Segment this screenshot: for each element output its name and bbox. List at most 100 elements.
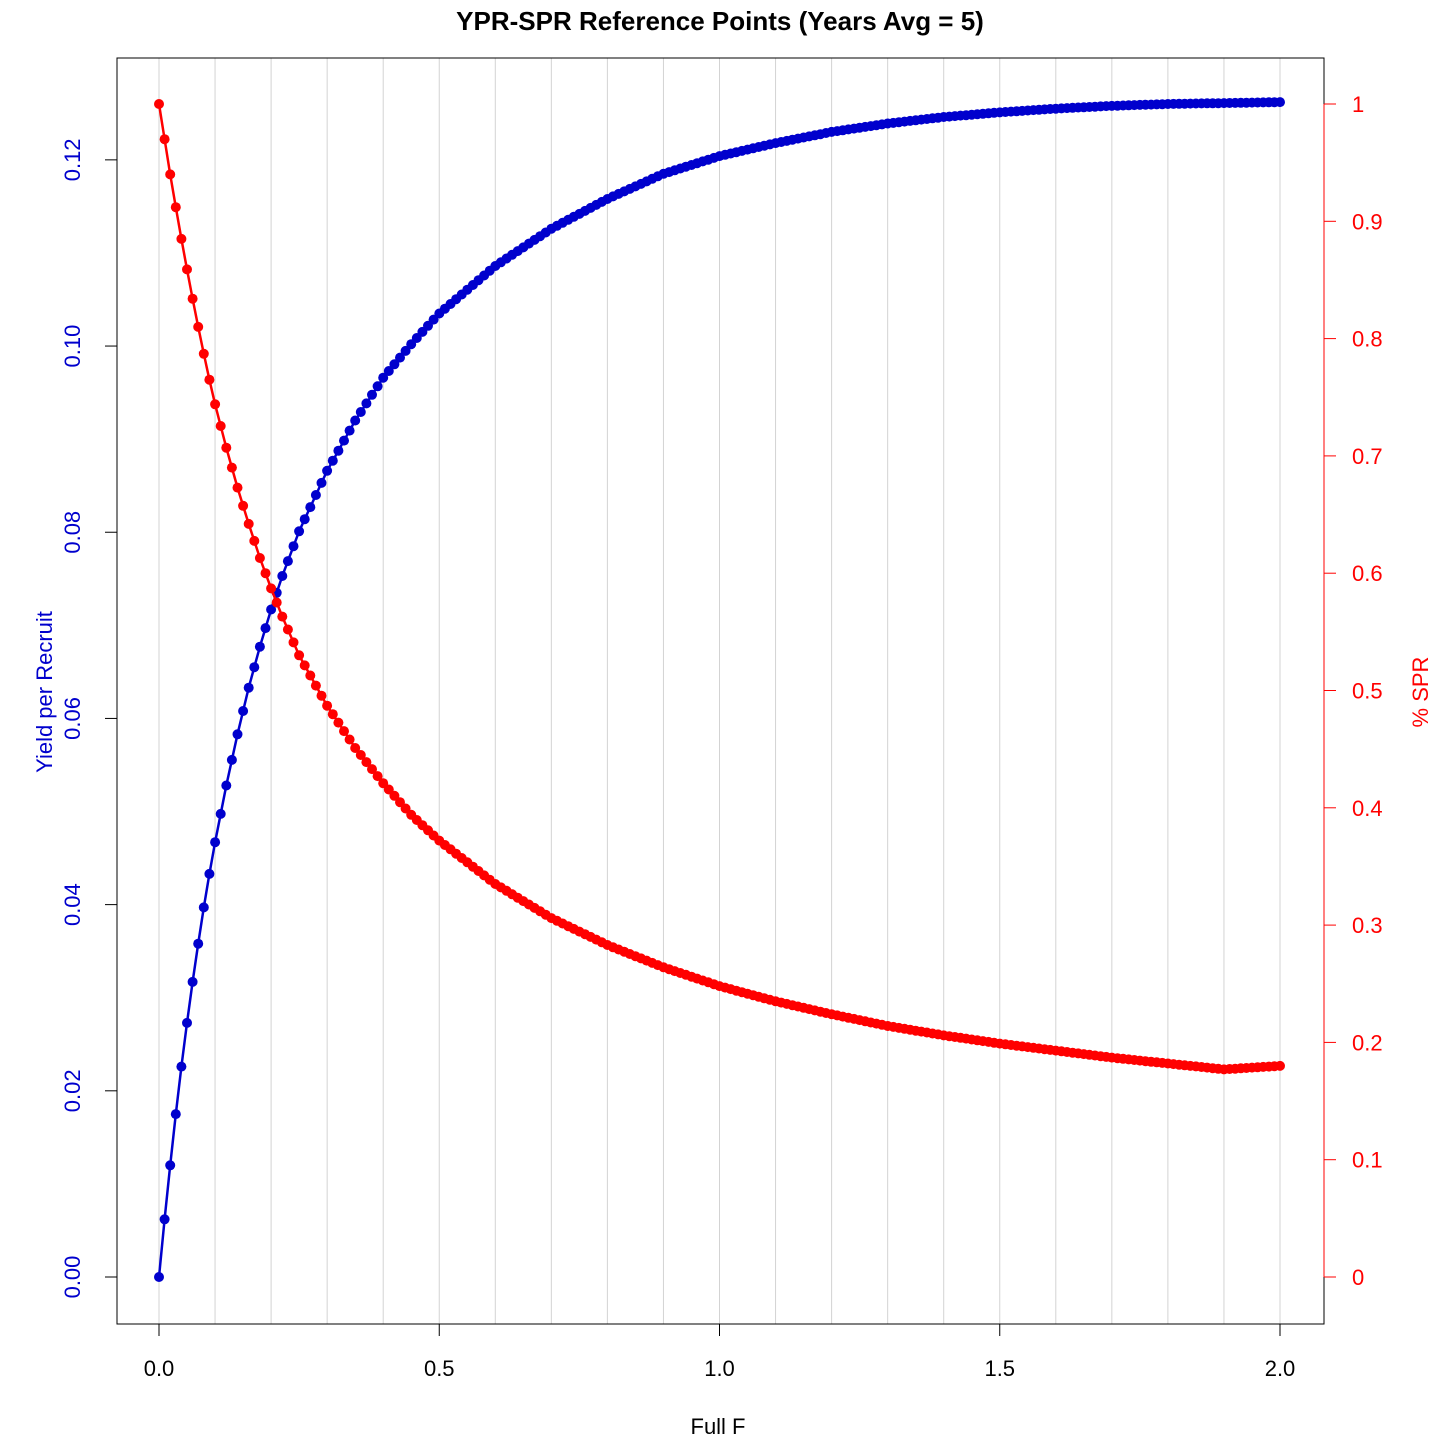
series-point xyxy=(361,398,372,409)
series-point xyxy=(333,717,344,728)
series-point xyxy=(367,389,377,400)
series-point xyxy=(271,597,282,608)
series-point xyxy=(316,477,327,488)
series-point xyxy=(165,1160,176,1171)
x-tick-label: 1.5 xyxy=(984,1356,1015,1381)
x-tick-label: 0.5 xyxy=(424,1356,455,1381)
series-point xyxy=(372,381,383,392)
series-point xyxy=(232,729,243,740)
series-point xyxy=(182,1017,192,1028)
x-axis: 0.0 0.5 1.0 1.5 2.0 xyxy=(144,1324,1296,1381)
x-tick-label: 0.0 xyxy=(144,1356,175,1381)
series-point xyxy=(282,624,293,635)
series-point xyxy=(310,680,321,691)
series-point xyxy=(198,902,209,913)
y-left-tick-label: 0.04 xyxy=(60,883,85,926)
series-point xyxy=(193,321,204,332)
series-point xyxy=(344,425,355,436)
x-tick-label: 2.0 xyxy=(1265,1356,1296,1381)
series-point xyxy=(372,771,383,782)
y-right-tick-label: 0.8 xyxy=(1352,327,1383,352)
series-point xyxy=(305,670,316,681)
series-point xyxy=(210,399,221,410)
y-right-tick-label: 0.3 xyxy=(1352,913,1383,938)
series-point xyxy=(226,462,237,473)
y-left-tick-label: 0.00 xyxy=(60,1256,85,1299)
series-point xyxy=(243,518,254,529)
series-point xyxy=(361,757,372,768)
spr-series xyxy=(154,99,1285,1075)
series-point xyxy=(299,660,310,671)
series-point xyxy=(322,700,333,711)
series-point xyxy=(170,202,181,213)
y-axis-right: 0 0.1 0.2 0.3 0.4 0.5 0.6 0.7 0.8 0.9 1 xyxy=(1323,92,1383,1290)
series-point xyxy=(182,264,192,275)
series-point xyxy=(198,348,209,359)
series-point xyxy=(260,623,271,634)
series-point xyxy=(277,611,288,622)
series-point xyxy=(333,445,344,456)
y-left-tick-label: 0.02 xyxy=(60,1069,85,1112)
x-axis-label: Full F xyxy=(691,1414,746,1439)
series-point xyxy=(226,754,237,765)
series-point xyxy=(249,535,260,546)
y-left-tick-label: 0.12 xyxy=(60,138,85,181)
series-point xyxy=(221,442,232,453)
series-point xyxy=(249,662,260,673)
series-point xyxy=(254,553,265,563)
series-point xyxy=(350,743,361,753)
y-right-tick-label: 0.5 xyxy=(1352,679,1383,704)
series-point xyxy=(210,837,221,848)
y-axis-left-label: Yield per Recruit xyxy=(32,611,57,773)
series-point xyxy=(176,1061,187,1072)
y-right-tick-label: 0.7 xyxy=(1352,444,1383,469)
y-left-tick-label: 0.06 xyxy=(60,697,85,740)
series-point xyxy=(277,571,288,581)
series-point xyxy=(238,706,249,716)
vertical-grid xyxy=(158,58,1281,1324)
y-right-tick-label: 0.1 xyxy=(1352,1148,1383,1173)
series-point xyxy=(299,514,310,525)
series-point xyxy=(187,976,198,987)
y-right-tick-label: 0.2 xyxy=(1352,1030,1383,1055)
series-point xyxy=(154,1272,164,1282)
series-point xyxy=(204,374,215,385)
series-point xyxy=(176,233,187,244)
series-point xyxy=(305,502,316,513)
series-point xyxy=(316,690,327,701)
series-point xyxy=(339,435,349,446)
series-point xyxy=(187,293,198,304)
series-point xyxy=(400,345,411,356)
series-point xyxy=(221,780,232,791)
ypr-series xyxy=(154,97,1285,1282)
series-point xyxy=(339,726,349,737)
series-point xyxy=(389,359,400,370)
series-point xyxy=(238,500,249,511)
y-axis-right-label: % SPR xyxy=(1408,657,1433,728)
series-point xyxy=(310,490,321,500)
series-point xyxy=(294,526,305,537)
y-right-tick-label: 0.4 xyxy=(1352,796,1383,821)
series-point xyxy=(193,938,204,949)
series-point xyxy=(159,134,170,145)
series-point xyxy=(215,421,226,431)
y-right-tick-label: 1 xyxy=(1352,92,1364,117)
series-point xyxy=(327,709,338,720)
series-point xyxy=(254,641,265,652)
series-layer xyxy=(154,97,1285,1282)
series-point xyxy=(367,764,377,775)
series-point xyxy=(350,415,361,426)
series-point xyxy=(344,734,355,745)
series-point xyxy=(266,583,277,594)
series-point xyxy=(395,352,405,363)
y-right-tick-label: 0.6 xyxy=(1352,561,1383,586)
y-right-tick-label: 0.9 xyxy=(1352,209,1383,234)
series-point xyxy=(204,868,215,879)
y-right-tick-label: 0 xyxy=(1352,1265,1364,1290)
y-left-tick-label: 0.10 xyxy=(60,325,85,368)
series-point xyxy=(327,455,338,466)
y-left-tick-label: 0.08 xyxy=(60,511,85,554)
series-point xyxy=(355,750,366,760)
series-point xyxy=(170,1109,181,1120)
